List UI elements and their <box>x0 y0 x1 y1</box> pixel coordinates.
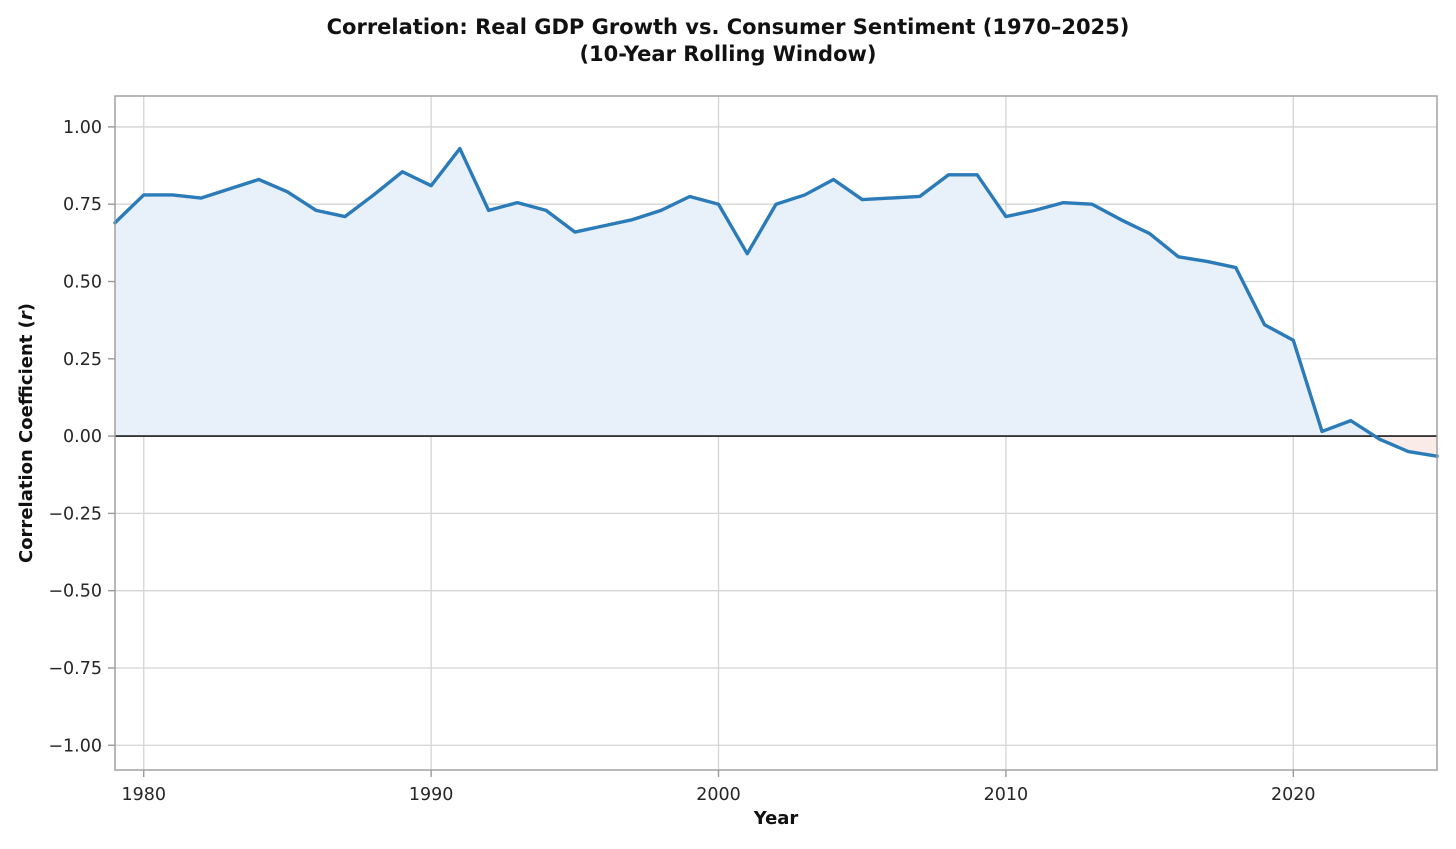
y-tick-label: 0.00 <box>63 427 102 447</box>
series-line <box>113 146 1439 458</box>
area-fill-negative <box>1374 436 1437 457</box>
chart-subtitle: (10-Year Rolling Window) <box>579 41 877 66</box>
x-axis-label: Year <box>753 808 799 829</box>
x-tick-label: 2020 <box>1271 785 1316 805</box>
chart-title: Correlation: Real GDP Growth vs. Consume… <box>326 15 1130 39</box>
x-tick-label: 1980 <box>121 785 166 805</box>
x-tick-label: 2010 <box>984 785 1029 805</box>
y-tick-label: −0.25 <box>48 504 102 524</box>
area-fill-positive <box>115 148 1437 437</box>
y-tick-label: −0.75 <box>48 659 102 679</box>
y-tick-label: 0.75 <box>63 195 102 215</box>
y-tick-label: −0.50 <box>48 582 102 602</box>
x-tick-label: 1990 <box>409 785 454 805</box>
y-tick-label: 1.00 <box>63 118 102 138</box>
chart-title-block: Correlation: Real GDP Growth vs. Consume… <box>0 14 1456 68</box>
y-tick-label: 0.50 <box>63 273 102 293</box>
plot-border <box>114 95 1438 771</box>
y-axis-label: Correlation Coefficient (r) <box>16 303 37 563</box>
y-tick-label: 0.25 <box>63 350 102 370</box>
x-tick-label: 2000 <box>696 785 741 805</box>
y-tick-label: −1.00 <box>48 736 102 756</box>
